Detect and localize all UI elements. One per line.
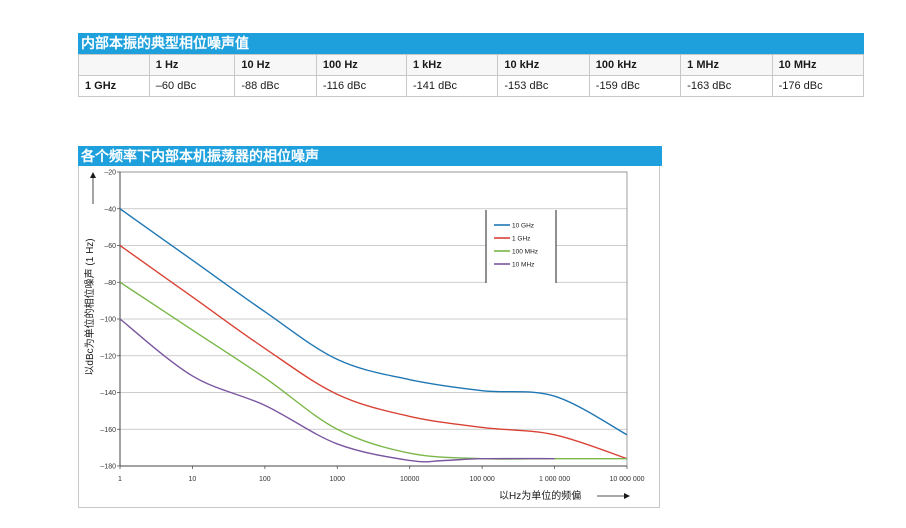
y-tick-label: –80 [104,280,116,287]
table-header-row: 1 Hz 10 Hz 100 Hz 1 kHz 10 kHz 100 kHz 1… [78,54,865,76]
table-header-cell: 1 kHz [405,54,499,76]
x-tick-label: 10 000 000 [609,476,644,483]
table-cell: -88 dBc [234,75,317,97]
y-tick-label: –40 [104,206,116,213]
table-header-cell: 10 Hz [234,54,317,76]
x-tick-label: 1 000 000 [539,476,570,483]
series-line-100-mhz [119,281,627,460]
table-header-cell: 10 MHz [771,54,865,76]
x-tick-label: 10 [189,476,197,483]
table-header-cell: 1 MHz [680,54,773,76]
y-axis-title: 以dBc为单位的相位噪声 (1 Hz) [83,238,96,375]
x-tick-label: 100 000 [469,476,494,483]
series-line-10-mhz [119,318,555,463]
table-header-cell: 10 kHz [497,54,590,76]
table-header-cell: 1 Hz [148,54,236,76]
x-axis-title: 以Hz为单位的频偏 [499,489,581,502]
chart-frame: –20 –40 –60 –80 –100 –120 –140 –160 –180 1 10 100 10… [78,166,660,508]
x-tick-label: 1 [118,476,122,483]
x-tick-label: 1000 [329,476,345,483]
table-cell: -163 dBc [680,75,773,97]
table-cell: -153 dBc [497,75,590,97]
table-cell: -176 dBc [771,75,865,97]
table-cell: -116 dBc [315,75,408,97]
y-tick-label: –60 [104,243,116,250]
legend-label: 10 GHz [512,222,534,229]
table-cell: -159 dBc [588,75,682,97]
y-tick-label: –180 [100,464,116,471]
series-line-10-ghz [119,208,628,436]
y-tick-label: –100 [100,317,116,324]
legend-label: 100 MHz [512,248,538,255]
x-tick-label: 100 [259,476,271,483]
y-tick-label: –120 [100,353,116,360]
y-tick-label: –140 [100,390,116,397]
x-axis-arrow-head [624,493,630,499]
legend-box [486,210,556,283]
y-tick-label: –160 [100,427,116,434]
table-row-label: 1 GHz [78,75,150,97]
series-line-1-ghz [119,244,628,460]
x-tick-label: 10000 [400,476,420,483]
table-cell: -141 dBc [405,75,499,97]
table-title: 内部本振的典型相位噪声值 [78,33,864,54]
legend-label: 10 MHz [512,261,534,268]
phase-noise-table: 1 Hz 10 Hz 100 Hz 1 kHz 10 kHz 100 kHz 1… [78,54,865,97]
y-tick-label: –20 [104,170,116,177]
table-row: 1 GHz –60 dBc -88 dBc -116 dBc -141 dBc … [78,75,865,97]
y-axis-arrow-head [90,172,96,178]
legend-label: 1 GHz [512,235,530,242]
table-cell: –60 dBc [148,75,236,97]
chart-title: 各个频率下内部本机振荡器的相位噪声 [78,146,662,166]
table-header-cell: 100 Hz [315,54,408,76]
table-header-cell: 100 kHz [588,54,682,76]
table-header-cell [78,54,150,76]
